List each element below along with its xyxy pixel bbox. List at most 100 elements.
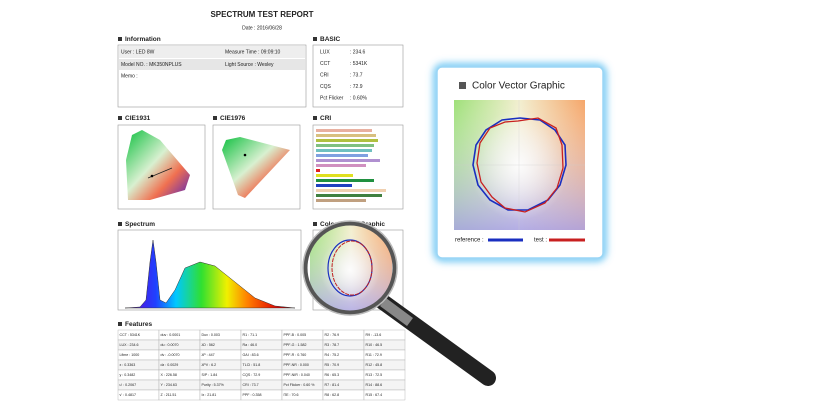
info-field: User : LED 8W: [121, 49, 155, 55]
section-heading: CIE1976: [220, 115, 246, 122]
table-text: R11 : 72.9: [366, 353, 382, 357]
report-title: SPECTRUM TEST REPORT: [210, 10, 313, 19]
row-bg: [119, 59, 305, 70]
section-heading: CIE1931: [125, 115, 151, 122]
basic-rows: LUX : 234.6 CCT : 5341K CRI : 73.7 CQS : 72.9 Pc…: [320, 49, 368, 101]
table-text: λPV : 6.2: [202, 363, 217, 367]
table-text: R10 : 46.5: [366, 343, 383, 347]
table-text: PPF-NIR : 0.040: [284, 373, 310, 377]
table-text: Y : 234.63: [161, 383, 177, 387]
row-bg: [119, 46, 305, 58]
info-field: Model NO. : MK350NPLUS: [121, 62, 182, 68]
bullet: [118, 322, 122, 326]
table-text: Lfime : 1000: [120, 353, 140, 357]
table-text: Ra : 46.0: [243, 343, 258, 347]
table-text: GAI : 83.6: [243, 353, 259, 357]
bullet: [118, 116, 122, 120]
table-text: R4 : 75.2: [325, 353, 340, 357]
table-text: PPF-NR : 0.000: [284, 363, 309, 367]
section-heading: BASIC: [320, 36, 341, 43]
cri-bars: [316, 129, 386, 202]
table-text: X : 226.58: [161, 373, 177, 377]
spectrum-curve: [124, 239, 296, 309]
point: [243, 153, 247, 157]
table-text: Purity : 5.37%: [202, 383, 225, 387]
table-text: du : 0.0070: [161, 343, 179, 347]
table-text: Duv : 0.003: [202, 333, 220, 337]
cie-gamut: [222, 137, 290, 198]
popup: Color Vector Graphic reference : test :: [434, 64, 606, 261]
basic-value: : 234.6: [350, 49, 366, 55]
bullet: [118, 37, 122, 41]
basic-label: CQS: [320, 84, 332, 90]
section-heading: Spectrum: [125, 221, 155, 228]
table-text: x : 0.3363: [120, 363, 136, 367]
table-text: λD : 562: [202, 343, 215, 347]
table-text: v' : 0.4817: [120, 393, 136, 397]
basic-value: : 5341K: [350, 61, 368, 67]
legend-label: reference :: [455, 238, 484, 244]
table-text: dz : 0.0029: [161, 363, 179, 367]
table-text: ΠE : 70.6: [284, 393, 299, 397]
basic-label: LUX: [320, 49, 330, 55]
basic-label: Pct Flicker: [320, 95, 344, 101]
table-text: R2 : 76.9: [325, 333, 340, 337]
basic-box: [312, 44, 404, 108]
section-heading: Features: [125, 321, 152, 328]
section-heading: Information: [125, 36, 161, 43]
table-cell: [363, 389, 406, 401]
table-text: R7 : 81.4: [325, 383, 340, 387]
table-text: R5 : 70.9: [325, 363, 340, 367]
table-text: CRI : 73.7: [243, 383, 259, 387]
table-text: S/P : 1.84: [202, 373, 218, 377]
chart-frame: [212, 124, 301, 210]
table-text: PPF-R : 0.760: [284, 353, 307, 357]
cie-gamut: [126, 130, 190, 200]
table-text: dv : -0.0070: [161, 353, 180, 357]
table-text: R13 : 72.5: [366, 373, 383, 377]
table-text: λP : 447: [202, 353, 215, 357]
table-text: PPF-G : 1.582: [284, 343, 307, 347]
table-text: y : 0.3482: [120, 373, 136, 377]
table-text: Z : 211.51: [161, 393, 177, 397]
info-field: Measure Time : 09:09:10: [225, 49, 281, 55]
table-text: TLCI : 51.8: [243, 363, 261, 367]
table-text: Pct Flicker : 0.60 %: [284, 383, 316, 387]
table-text: R8 : 62.8: [325, 393, 340, 397]
table-text: u' : 0.2067: [120, 383, 137, 387]
basic-label: CCT: [320, 61, 330, 67]
table-text: R9 : -13.6: [366, 333, 382, 337]
table-text: R1 : 71.1: [243, 333, 258, 337]
bullet: [313, 222, 317, 226]
table-text: R12 : 45.8: [366, 363, 383, 367]
table-text: R15 : 67.4: [366, 393, 383, 397]
table-text: duv : 0.0001: [161, 333, 181, 337]
bullet: [313, 116, 317, 120]
legend-label: test :: [534, 238, 547, 244]
bullet: [118, 222, 122, 226]
table-text: Ix : 21.81: [202, 393, 217, 397]
bullet: [213, 116, 217, 120]
info-field: Light Source : Wesley: [225, 62, 274, 68]
table-text: R3 : 78.7: [325, 343, 340, 347]
point: [150, 174, 154, 178]
basic-label: CRI: [320, 72, 329, 78]
section-heading: CRI: [320, 115, 331, 122]
popup-title: Color Vector Graphic: [472, 81, 565, 92]
table-text: LUX : 234.6: [120, 343, 139, 347]
magnifier: [302, 220, 496, 386]
basic-value: : 72.9: [350, 84, 363, 90]
table-text: R14 : 88.6: [366, 383, 383, 387]
features-table: CCT : 5341K duv : 0.0001 Duv : 0.003 R1 : 7…: [117, 329, 406, 401]
table-text: CCT : 5341K: [120, 333, 141, 337]
table-text: PPF : 0.358: [243, 393, 262, 397]
report-date: Date : 2016/06/28: [242, 25, 282, 31]
bullet: [313, 37, 317, 41]
info-field: Memo :: [121, 73, 138, 79]
basic-value: : 73.7: [350, 72, 363, 78]
table-text: PPF-B : 0.005: [284, 333, 307, 337]
table-text: CQS : 72.9: [243, 373, 261, 377]
basic-value: : 0.60%: [350, 95, 368, 101]
table-text: R6 : 65.3: [325, 373, 340, 377]
